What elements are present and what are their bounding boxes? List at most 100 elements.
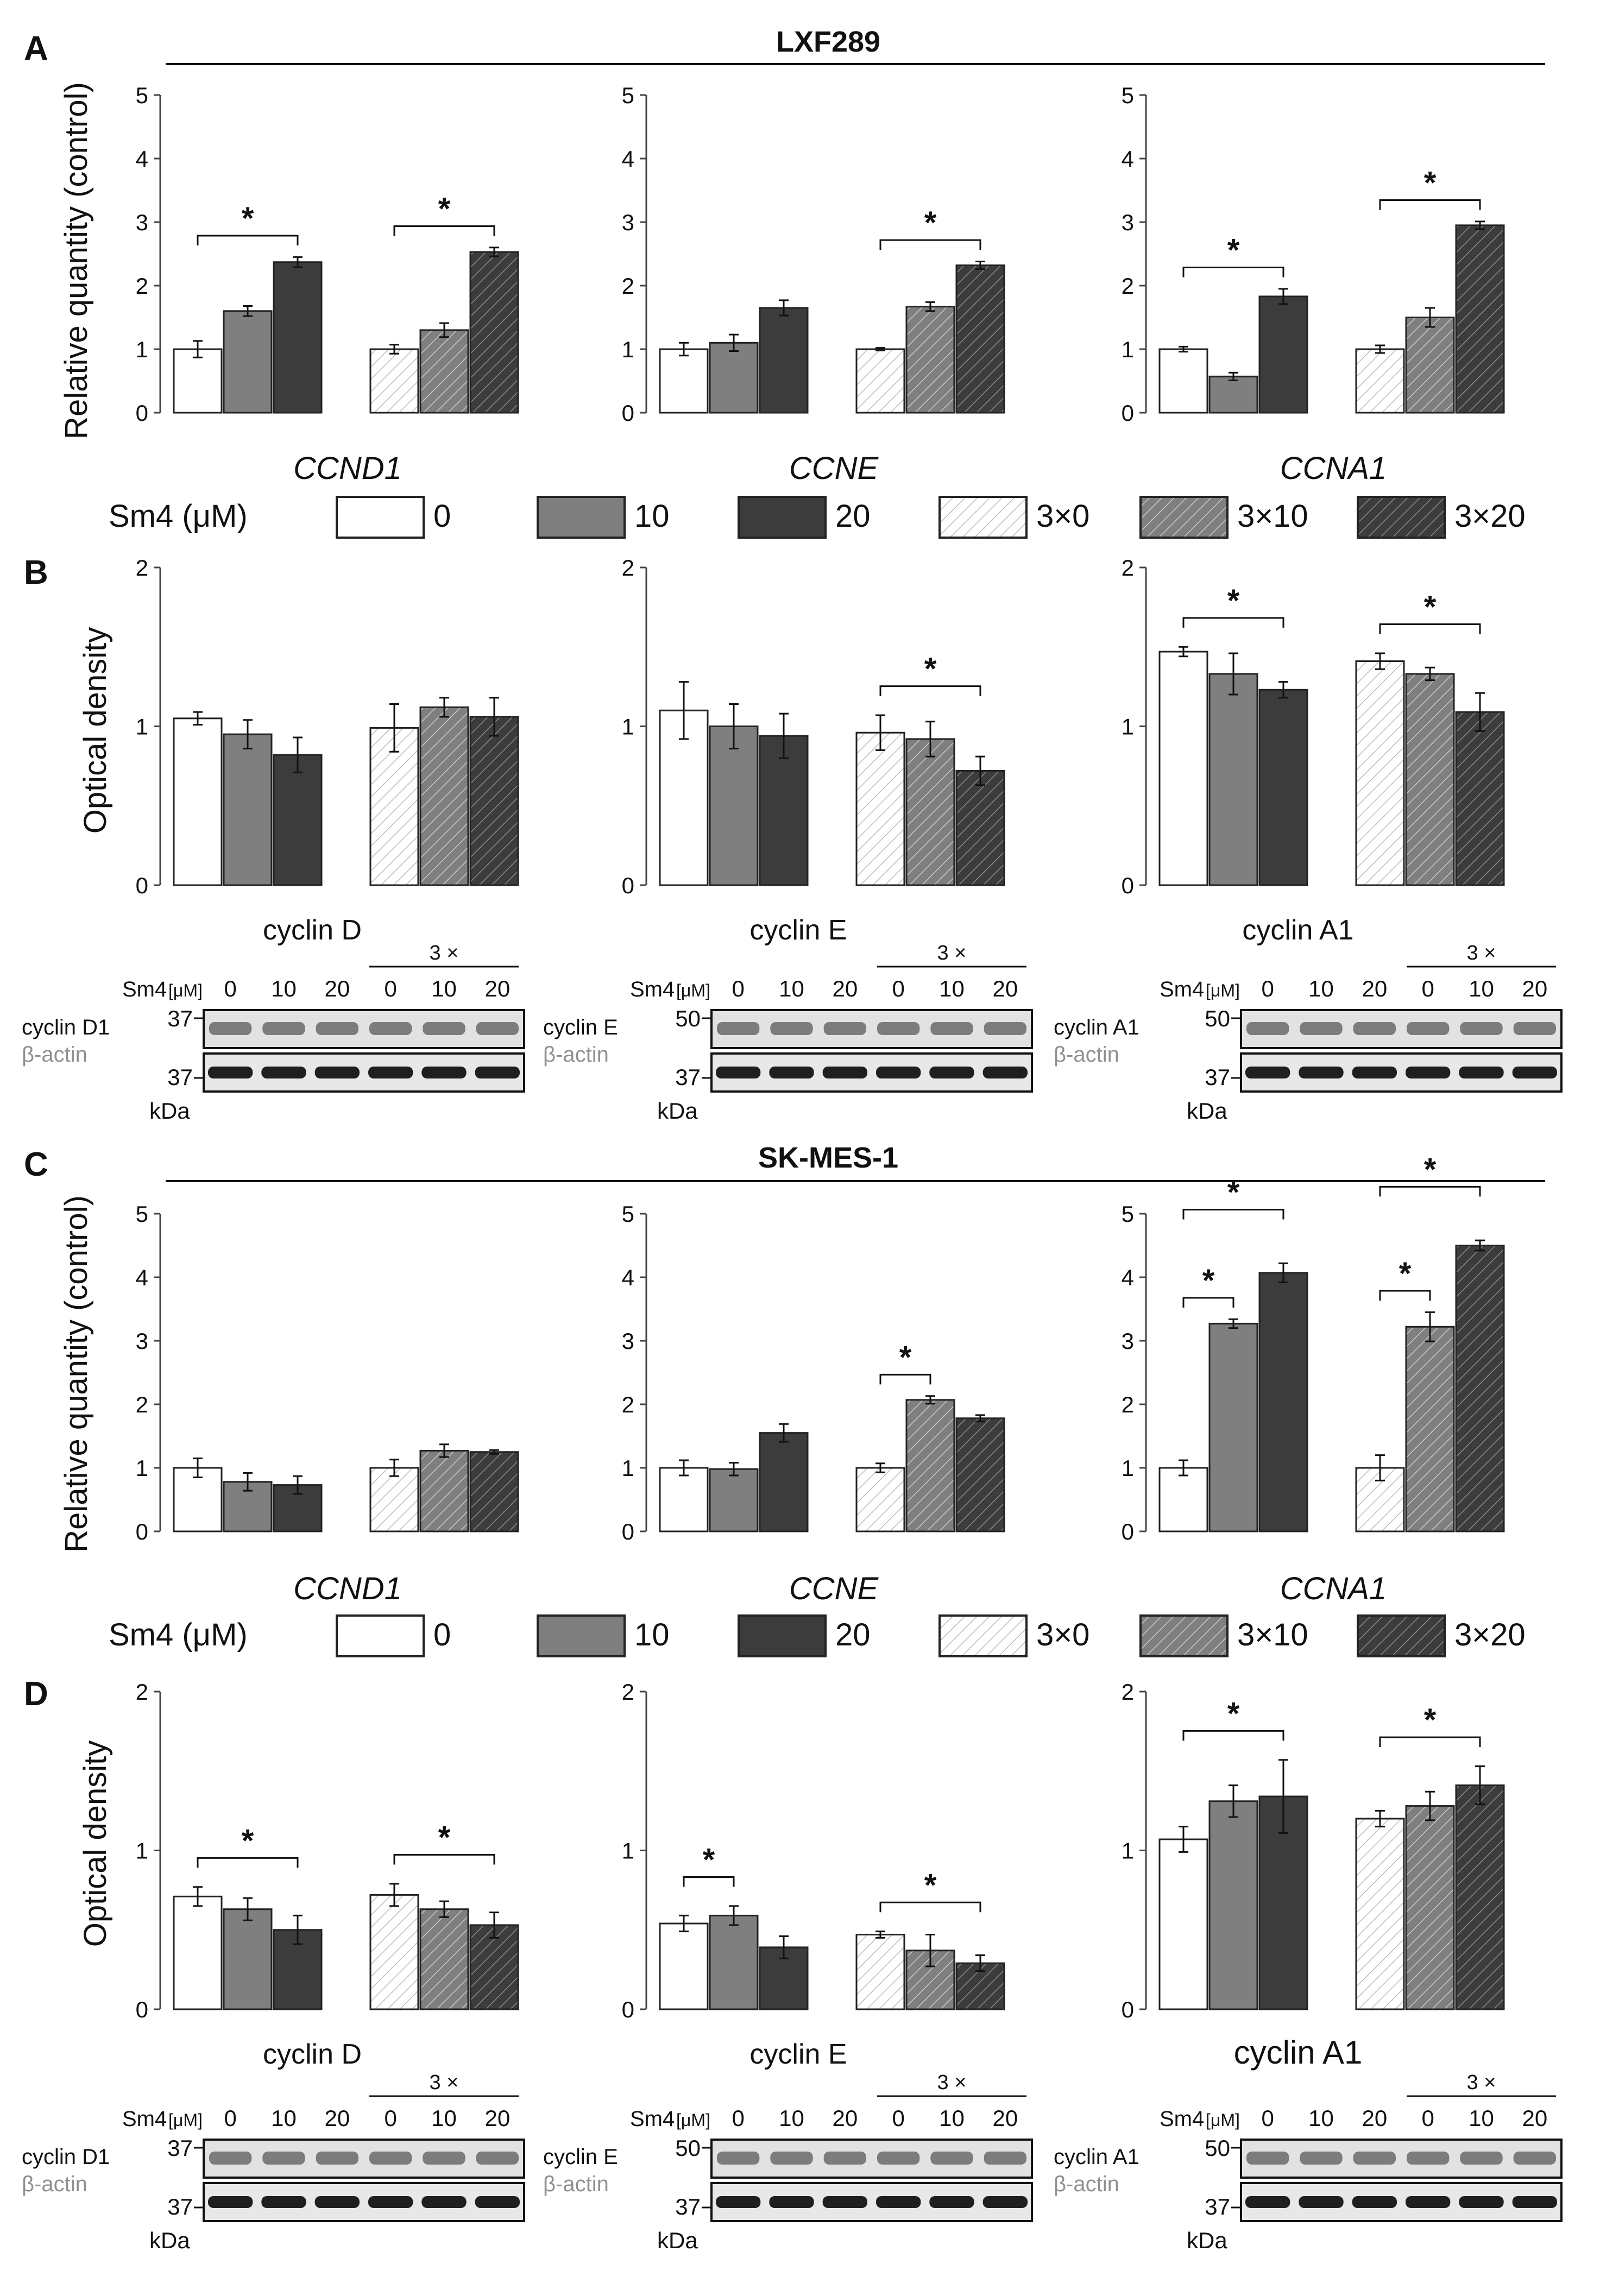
repeat-label: 3 × [430, 2071, 459, 2094]
protein-band [262, 2152, 305, 2165]
bar [173, 348, 223, 414]
y-tick-label: 4 [136, 1265, 148, 1290]
significance-star: * [1424, 165, 1437, 200]
bar [469, 716, 519, 886]
gene-label-c-ccna1: CCNA1 [1280, 1571, 1387, 1606]
legend-swatch [738, 496, 827, 539]
significance-star: * [1424, 590, 1437, 625]
y-tick-label: 4 [622, 146, 634, 172]
treatment-label: Sm4 [1160, 2107, 1204, 2131]
bar [1405, 1805, 1455, 2010]
protein-band [1300, 2152, 1343, 2165]
y-axis-title-d: Optical density [78, 1740, 113, 1947]
lane-label: 20 [484, 2105, 510, 2131]
y-tick-label: 0 [1122, 1997, 1134, 2022]
protein-label: cyclin D1 [22, 1015, 110, 1039]
treatment-label: Sm4 [122, 2107, 167, 2131]
lane-label: 10 [939, 976, 965, 1001]
bar [659, 348, 709, 414]
significance-star: * [1227, 583, 1240, 619]
bar [1208, 1800, 1258, 2010]
actin-band [769, 1067, 814, 1078]
significance-bracket [1182, 266, 1284, 277]
legend-swatch [738, 1614, 827, 1657]
panel-label-a: A [24, 30, 48, 67]
bar [709, 1468, 759, 1532]
protein-band [476, 1022, 519, 1035]
y-tick-label: 2 [1122, 273, 1134, 299]
lane-label: 0 [732, 2105, 744, 2131]
protein-band [423, 2152, 465, 2165]
y-tick-label: 4 [1122, 146, 1134, 172]
bar [955, 1417, 1005, 1532]
lane-label: 10 [1469, 2105, 1494, 2131]
bar [1208, 1322, 1258, 1532]
blot-membrane [1240, 1052, 1563, 1093]
significance-star: * [1399, 1256, 1412, 1291]
unit-label: [μM] [168, 981, 203, 1000]
protein-band [877, 1022, 920, 1035]
treatment-label: Sm4 [630, 2107, 675, 2131]
bar [1405, 673, 1455, 886]
legend: Sm4 (μM) 0 10 20 3×0 3×10 3×20 [109, 496, 1526, 539]
protein-title: cyclin A1 [1242, 914, 1353, 946]
actin-band [368, 1067, 413, 1078]
y-tick-label: 1 [136, 1455, 148, 1481]
legend-label: 20 [835, 1617, 871, 1652]
significance-star: * [1227, 232, 1240, 268]
protein-band [930, 2152, 973, 2165]
protein-band [1407, 2152, 1450, 2165]
kda-label: kDa [1187, 1098, 1227, 1124]
significance-star: * [438, 191, 451, 226]
bar [369, 348, 419, 414]
protein-band [770, 2152, 813, 2165]
actin-label: β-actin [22, 1043, 87, 1067]
protein-band [476, 2152, 519, 2165]
bar [709, 726, 759, 886]
lane-label: 20 [1362, 2105, 1387, 2131]
actin-band [1512, 1067, 1557, 1078]
significance-star: * [1227, 1175, 1240, 1210]
actin-label: β-actin [22, 2172, 87, 2196]
actin-band [208, 2196, 253, 2208]
western-blot: 3 × Sm4 [μM] 0 10 20 0 10 20 cyclin E β-actin 50 37 k… [543, 942, 1033, 1124]
protein-title: cyclin D [263, 914, 362, 946]
marker-label: 37 [167, 2135, 193, 2161]
protein-band [1513, 2152, 1556, 2165]
bar [1405, 317, 1455, 414]
significance-star: * [703, 1842, 715, 1877]
repeat-label: 3 × [937, 942, 967, 964]
legend-label: 3×20 [1454, 499, 1526, 534]
bar [1158, 348, 1208, 414]
legend-swatch [1139, 1614, 1229, 1657]
kda-label: kDa [657, 1098, 698, 1124]
bar [369, 1894, 419, 2010]
actin-band [982, 2196, 1028, 2208]
protein-band [1246, 2152, 1289, 2165]
bar [419, 1449, 469, 1532]
actin-label: β-actin [543, 1043, 609, 1067]
bar [955, 264, 1005, 414]
western-blot: 3 × Sm4 [μM] 0 10 20 0 10 20 cyclin E β-actin 50 37 k… [543, 2071, 1033, 2253]
significance-star: * [242, 201, 254, 236]
lane-label: 10 [1308, 2105, 1334, 2131]
significance-star: * [924, 652, 937, 687]
significance-star: * [924, 205, 937, 241]
y-tick-label: 2 [622, 273, 634, 299]
actin-marker-label: 37 [1205, 1064, 1230, 1090]
protein-band [369, 2152, 412, 2165]
actin-label: β-actin [1054, 2172, 1119, 2196]
legend-swatch [1139, 496, 1229, 539]
bar [1405, 1326, 1455, 1532]
lane-label: 20 [324, 976, 350, 1001]
y-tick-label: 3 [136, 1328, 148, 1354]
significance-star: * [1424, 1702, 1437, 1738]
actin-marker-label: 37 [167, 2194, 193, 2219]
bar [1208, 673, 1258, 886]
significance-bracket [1379, 623, 1481, 634]
y-tick-label: 4 [1122, 1265, 1134, 1290]
unit-label: [μM] [1206, 2110, 1240, 2130]
lane-label: 20 [992, 2105, 1018, 2131]
